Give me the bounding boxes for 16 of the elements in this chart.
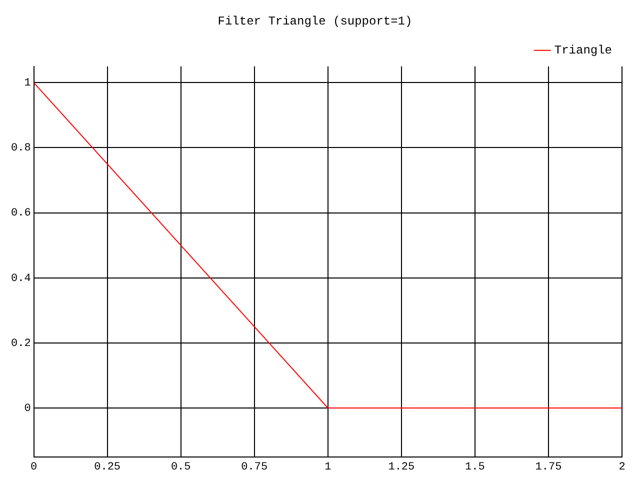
chart-title: Filter Triangle (support=1) bbox=[218, 14, 412, 28]
x-tick-label: 1.5 bbox=[465, 461, 485, 474]
y-tick-label: 0.2 bbox=[10, 338, 31, 350]
x-tick-label: 0.5 bbox=[170, 461, 191, 474]
x-tick-label: 1 bbox=[324, 461, 332, 474]
x-tick-label: 1.75 bbox=[535, 461, 562, 474]
y-tick-label: 0.4 bbox=[10, 272, 32, 285]
x-tick-label: 0.25 bbox=[94, 461, 121, 474]
x-tick-label: 1.25 bbox=[388, 461, 415, 474]
y-tick-label: 0 bbox=[24, 402, 31, 415]
y-tick-label: 0.8 bbox=[10, 142, 31, 155]
y-tick-label: 1 bbox=[24, 78, 32, 90]
legend-label: Triangle bbox=[554, 44, 612, 58]
x-tick-label: 2 bbox=[618, 461, 626, 474]
y-tick-label: 0.6 bbox=[10, 208, 31, 220]
x-tick-label: 0.75 bbox=[241, 461, 268, 474]
